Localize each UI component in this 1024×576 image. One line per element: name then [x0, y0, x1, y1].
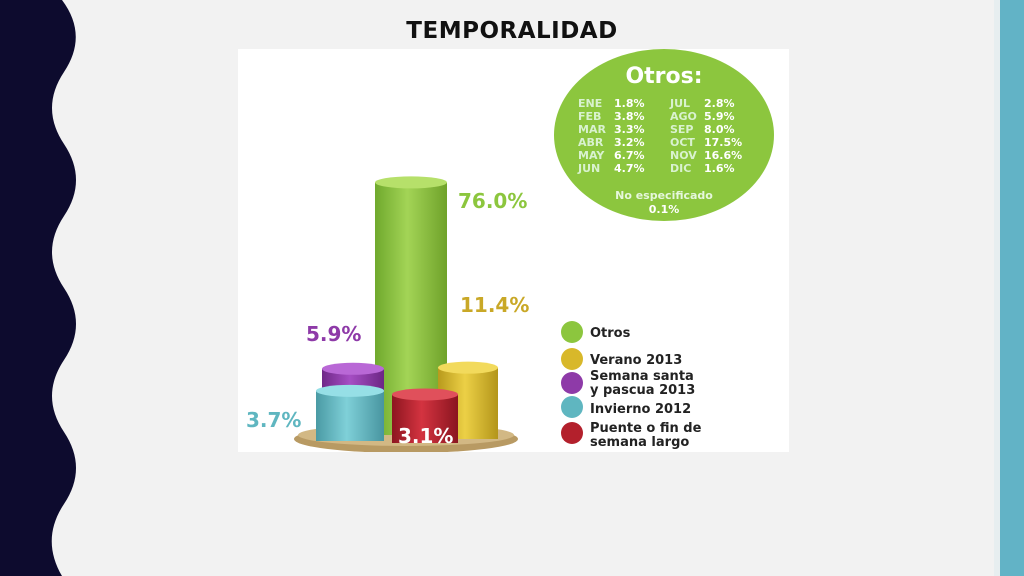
callout-value-dic: 1.6%: [704, 162, 735, 175]
callout-month-may: MAY: [578, 149, 605, 162]
legend-dot-invierno: [561, 396, 583, 418]
callout-unspecified-value: 0.1%: [649, 203, 680, 216]
right-accent-stripe: [1000, 0, 1024, 576]
value-label-semana-santa: 5.9%: [306, 322, 361, 346]
left-wave-shape: [0, 0, 76, 576]
value-label-otros: 76.0%: [458, 189, 527, 213]
value-label-puente: 3.1%: [398, 424, 453, 448]
callout-value-may: 6.7%: [614, 149, 645, 162]
chart-legend: Otros Verano 2013 Semana santa y pascua …: [561, 321, 702, 450]
callout-value-oct: 17.5%: [704, 136, 742, 149]
value-label-verano: 11.4%: [460, 293, 529, 317]
value-label-invierno: 3.7%: [246, 408, 301, 432]
callout-month-nov: NOV: [670, 149, 697, 162]
callout-month-jun: JUN: [577, 162, 600, 175]
callout-month-feb: FEB: [578, 110, 601, 123]
legend-dot-otros: [561, 321, 583, 343]
callout-value-nov: 16.6%: [704, 149, 742, 162]
callout-title: Otros:: [625, 64, 702, 89]
callout-value-jul: 2.8%: [704, 97, 735, 110]
left-wavy-band: [0, 0, 76, 576]
callout-circle: [554, 49, 774, 221]
callout-month-dic: DIC: [670, 162, 691, 175]
legend-label-otros: Otros: [590, 326, 631, 341]
legend-label-puente-1: Puente o fin de: [590, 421, 702, 436]
legend-dot-puente: [561, 422, 583, 444]
chart-panel: 76.0% 11.4% 5.9% 3.7% 3.1% Otros Verano …: [238, 49, 789, 452]
legend-label-semana-santa-2: y pascua 2013: [590, 383, 695, 398]
slide-title: TEMPORALIDAD: [406, 18, 618, 44]
legend-label-puente-2: semana largo: [590, 435, 689, 450]
legend-label-invierno: Invierno 2012: [590, 402, 691, 417]
callout-unspecified-label: No especificado: [615, 189, 713, 202]
callout-value-jun: 4.7%: [614, 162, 645, 175]
callout-value-sep: 8.0%: [704, 123, 735, 136]
callout-value-feb: 3.8%: [614, 110, 645, 123]
callout-value-ene: 1.8%: [614, 97, 645, 110]
callout-value-ago: 5.9%: [704, 110, 735, 123]
bar-invierno-2012: [316, 384, 384, 441]
callout-month-sep: SEP: [670, 123, 694, 136]
legend-label-verano: Verano 2013: [590, 353, 682, 368]
callout-month-jul: JUL: [669, 97, 690, 110]
callout-month-abr: ABR: [578, 136, 604, 149]
callout-value-abr: 3.2%: [614, 136, 645, 149]
bar-chart: 76.0% 11.4% 5.9% 3.7% 3.1% Otros Verano …: [246, 49, 774, 452]
otros-callout: Otros: ENE 1.8% FEB 3.8% MAR 3.3% ABR 3.…: [554, 49, 774, 221]
callout-month-mar: MAR: [578, 123, 606, 136]
legend-dot-verano: [561, 348, 583, 370]
callout-month-ago: AGO: [670, 110, 697, 123]
callout-month-ene: ENE: [578, 97, 602, 110]
right-stripe-highlight: [994, 0, 1000, 576]
callout-value-mar: 3.3%: [614, 123, 645, 136]
legend-label-semana-santa-1: Semana santa: [590, 369, 694, 384]
callout-month-oct: OCT: [670, 136, 695, 149]
legend-dot-semana-santa: [561, 372, 583, 394]
bar-puente-fin-de-semana: [392, 388, 458, 443]
